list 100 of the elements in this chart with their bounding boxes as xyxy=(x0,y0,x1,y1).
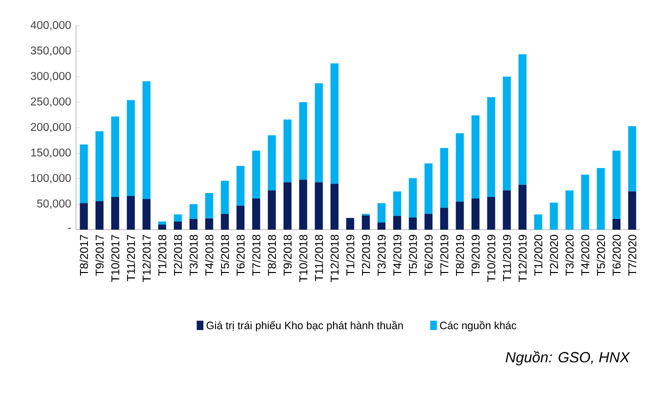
bar xyxy=(440,148,448,208)
bar xyxy=(471,115,480,199)
x-tick-label: T8/2017 xyxy=(80,234,88,276)
bar xyxy=(408,217,417,230)
x-tick-label: T5/2019 xyxy=(408,234,417,276)
x-tick-label: T6/2018 xyxy=(236,234,245,276)
bar xyxy=(408,178,417,218)
bar xyxy=(236,206,245,230)
x-tick-label: T1/2020 xyxy=(534,234,542,276)
x-tick-label: T12/2017 xyxy=(142,234,151,282)
x-tick-label: T12/2019 xyxy=(518,234,527,282)
bar xyxy=(205,192,214,218)
bar xyxy=(518,54,526,185)
bar xyxy=(314,182,323,230)
bar xyxy=(252,198,260,230)
text: Nguồn: GSO, HNX xyxy=(506,351,630,366)
x-tick-label: T4/2019 xyxy=(393,234,402,276)
bar xyxy=(440,208,448,230)
x-tick-label: T6/2019 xyxy=(424,234,433,276)
y-tick-label: 350,000 xyxy=(30,46,71,56)
x-tick-label: T2/2020 xyxy=(550,234,558,276)
x-tick-label: T9/2019 xyxy=(471,234,480,276)
x-tick-label: T6/2020 xyxy=(612,234,621,276)
bar xyxy=(80,203,88,230)
bar xyxy=(628,126,636,192)
bar xyxy=(612,218,620,230)
x-tick-label: T2/2018 xyxy=(174,234,182,276)
bar xyxy=(268,190,276,230)
bar xyxy=(111,116,120,198)
y-tick-label: 250,000 xyxy=(30,97,71,107)
x-tick-label: T10/2017 xyxy=(111,234,120,282)
bar xyxy=(502,76,511,190)
bar xyxy=(284,120,292,182)
bar xyxy=(96,131,104,202)
bar xyxy=(487,197,496,230)
x-tick-label: T9/2018 xyxy=(283,234,292,276)
bar xyxy=(314,83,323,182)
x-tick-label: T7/2018 xyxy=(252,234,260,276)
bar xyxy=(362,215,370,230)
y-tick-label: 50,000 xyxy=(37,199,71,209)
bar xyxy=(393,216,402,230)
bar xyxy=(377,203,386,223)
x-tick-label: T8/2019 xyxy=(456,234,464,276)
bar xyxy=(174,214,182,222)
bar xyxy=(96,201,104,230)
bar xyxy=(596,168,605,230)
bar xyxy=(424,214,432,230)
bar xyxy=(158,222,166,225)
bar xyxy=(456,202,464,230)
bar xyxy=(377,222,386,230)
x-tick-label: T11/2018 xyxy=(314,234,323,282)
legend-label: Giá trị trái phiếu Kho bạc phát hành thuần xyxy=(206,320,403,332)
legend-label: Các nguồn khác xyxy=(440,320,516,332)
bar xyxy=(220,180,229,214)
x-tick-label: T12/2018 xyxy=(330,234,339,282)
x-tick-label: T5/2020 xyxy=(596,234,605,276)
bar xyxy=(190,204,198,219)
y-tick-label: 300,000 xyxy=(30,72,71,82)
bar xyxy=(142,199,151,230)
x-tick-label: T5/2018 xyxy=(220,234,229,276)
bar xyxy=(424,163,432,214)
bar xyxy=(158,224,166,230)
y-tick-label: 400,000 xyxy=(30,20,71,30)
x-tick-label: T3/2018 xyxy=(189,234,198,276)
bar xyxy=(628,191,636,230)
x-tick-label: T11/2019 xyxy=(502,234,511,282)
bar xyxy=(565,190,574,230)
bar xyxy=(80,144,88,204)
bar xyxy=(252,150,260,199)
x-tick-label: T10/2019 xyxy=(486,234,496,282)
x-tick-label: T4/2018 xyxy=(205,234,214,276)
bar xyxy=(581,174,590,230)
bar xyxy=(471,198,480,230)
bar xyxy=(346,218,354,230)
bar xyxy=(299,102,308,180)
x-tick-label: T3/2019 xyxy=(377,234,386,276)
bar xyxy=(550,202,558,230)
x-tick-label: T4/2020 xyxy=(580,234,590,276)
x-tick-label: T1/2018 xyxy=(158,234,166,276)
bar xyxy=(205,218,214,230)
bar xyxy=(518,184,526,230)
x-tick-label: T3/2020 xyxy=(565,234,574,276)
bar xyxy=(534,214,542,230)
y-tick-label: - xyxy=(68,228,71,229)
y-tick-label: 150,000 xyxy=(31,148,71,158)
bar xyxy=(126,196,135,230)
x-tick-label: T8/2018 xyxy=(268,234,276,276)
x-tick-label: T7/2019 xyxy=(440,234,448,276)
bar xyxy=(299,180,308,230)
x-tick-label: T2/2019 xyxy=(362,234,370,276)
x-tick-label: T9/2017 xyxy=(95,234,104,276)
bar xyxy=(111,197,120,230)
bar xyxy=(236,166,245,206)
bar xyxy=(174,222,182,230)
bar xyxy=(456,133,464,202)
x-tick-label: T10/2018 xyxy=(299,234,308,282)
bar xyxy=(612,150,620,219)
x-tick-label: T11/2017 xyxy=(126,234,135,282)
bar xyxy=(330,63,338,184)
bar xyxy=(487,97,496,198)
